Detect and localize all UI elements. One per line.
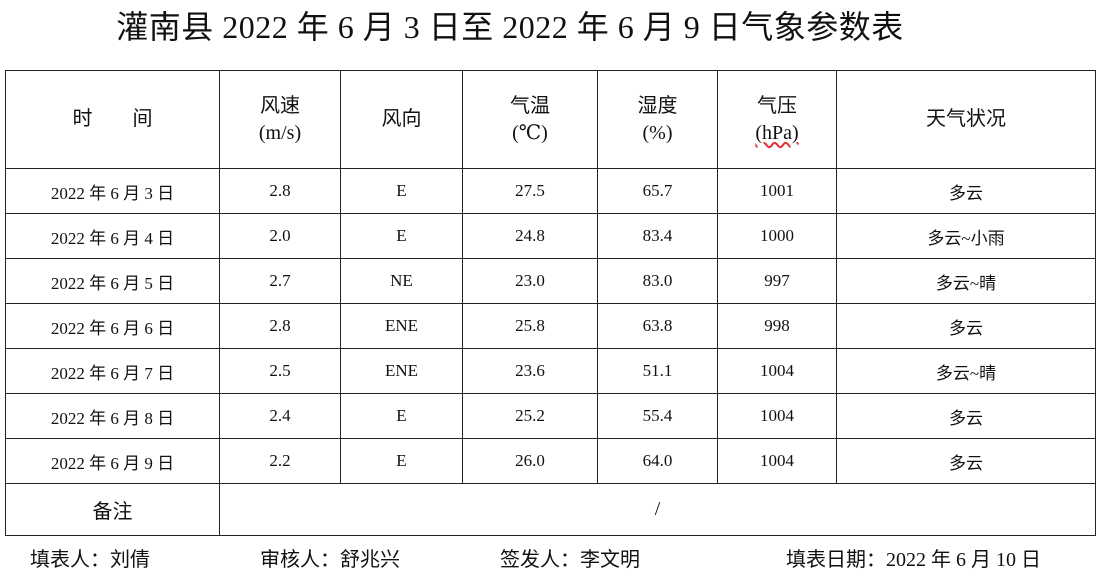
data-cell: 2.8	[219, 168, 341, 214]
header-cell: 天气状况	[836, 70, 1096, 169]
header-text: 时 间	[72, 108, 153, 130]
data-cell: 23.0	[462, 258, 598, 304]
footer-text: 审核人：舒兆兴	[260, 549, 400, 571]
header-text: 气温	[510, 94, 550, 117]
header-cell: 风速 (m/s)	[219, 70, 341, 169]
header-text: (m/s)	[258, 121, 302, 144]
data-cell: 63.8	[597, 303, 718, 349]
data-cell: 多云~晴	[836, 348, 1096, 394]
data-row: 2022 年 6 月 6 日 2.8 ENE 25.8 63.8 998 多云	[5, 303, 1096, 349]
data-cell: ENE	[340, 303, 463, 349]
header-text: 气压	[757, 94, 797, 117]
header-text: 天气状况	[926, 108, 1006, 130]
data-cell: 83.4	[597, 213, 718, 259]
data-cell: NE	[340, 258, 463, 304]
remark-label: 备注	[5, 483, 220, 536]
data-row: 2022 年 6 月 5 日 2.7 NE 23.0 83.0 997 多云~晴	[5, 258, 1096, 304]
data-cell: 1004	[717, 348, 837, 394]
header-row: 时 间 风速 (m/s) 风向 气温 (℃) 湿度 (%) 气压 (hPa) 天气状况	[5, 70, 1096, 169]
header-text: (℃)	[512, 121, 548, 144]
data-cell: E	[340, 438, 463, 484]
data-cell: 27.5	[462, 168, 598, 214]
header-text: (%)	[642, 121, 673, 144]
data-cell: E	[340, 213, 463, 259]
data-cell: 2.2	[219, 438, 341, 484]
data-cell: 2.5	[219, 348, 341, 394]
header-cell: 气温 (℃)	[462, 70, 598, 169]
data-cell: 2022 年 6 月 7 日	[5, 348, 220, 394]
footer-text: 填表人：刘倩	[30, 549, 150, 571]
data-cell: 1001	[717, 168, 837, 214]
data-cell: 997	[717, 258, 837, 304]
title: 灌南县 2022 年 6 月 3 日至 2022 年 6 月 9 日气象参数表	[116, 9, 904, 45]
data-cell: 24.8	[462, 213, 598, 259]
data-cell: 2022 年 6 月 3 日	[5, 168, 220, 214]
header-text: (hPa)	[755, 121, 799, 144]
data-cell: 25.8	[462, 303, 598, 349]
header-text: 湿度	[637, 94, 678, 117]
data-cell: 998	[717, 303, 837, 349]
data-cell: 51.1	[597, 348, 718, 394]
header-text: 风向	[381, 108, 422, 130]
header-cell: 湿度 (%)	[597, 70, 718, 169]
data-cell: 多云	[836, 168, 1096, 214]
remark-value: /	[219, 483, 1096, 536]
data-cell: 1000	[717, 213, 837, 259]
data-cell: 65.7	[597, 168, 718, 214]
data-cell: 2022 年 6 月 6 日	[5, 303, 220, 349]
data-cell: 1004	[717, 393, 837, 439]
data-cell: E	[340, 168, 463, 214]
header-text: 风速	[260, 94, 300, 117]
footer: 填表人：刘倩 审核人：舒兆兴 签发人：李文明 填表日期：2022 年 6 月 10 日	[0, 543, 1100, 575]
data-cell: 2.4	[219, 393, 341, 439]
data-cell: 1004	[717, 438, 837, 484]
data-cell: 26.0	[462, 438, 598, 484]
data-cell: 2.8	[219, 303, 341, 349]
data-cell: 2.7	[219, 258, 341, 304]
footer-text: 填表日期：2022 年 6 月 10 日	[786, 549, 1041, 571]
data-row: 2022 年 6 月 4 日 2.0 E 24.8 83.4 1000 多云~小雨	[5, 213, 1096, 259]
data-cell: 多云~晴	[836, 258, 1096, 304]
footer-text: 签发人：李文明	[500, 549, 640, 571]
header-cell: 时 间	[5, 70, 220, 169]
header-cell: 气压 (hPa)	[717, 70, 837, 169]
data-cell: ENE	[340, 348, 463, 394]
header-cell: 风向	[340, 70, 463, 169]
data-cell: 23.6	[462, 348, 598, 394]
data-cell: 64.0	[597, 438, 718, 484]
data-row: 2022 年 6 月 8 日 2.4 E 25.2 55.4 1004 多云	[5, 393, 1096, 439]
data-cell: 2022 年 6 月 8 日	[5, 393, 220, 439]
data-cell: 83.0	[597, 258, 718, 304]
data-row: 2022 年 6 月 7 日 2.5 ENE 23.6 51.1 1004 多云~晴	[5, 348, 1096, 394]
weather-table: 时 间 风速 (m/s) 风向 气温 (℃) 湿度 (%) 气压 (hPa) 天气状况 2022 年 …	[5, 70, 1096, 536]
data-row: 2022 年 6 月 3 日 2.8 E 27.5 65.7 1001 多云	[5, 168, 1096, 214]
data-cell: 2.0	[219, 213, 341, 259]
data-cell: E	[340, 393, 463, 439]
data-cell: 25.2	[462, 393, 598, 439]
data-cell: 多云	[836, 393, 1096, 439]
data-cell: 2022 年 6 月 9 日	[5, 438, 220, 484]
data-cell: 多云	[836, 438, 1096, 484]
data-cell: 2022 年 6 月 5 日	[5, 258, 220, 304]
data-cell: 多云	[836, 303, 1096, 349]
data-cell: 2022 年 6 月 4 日	[5, 213, 220, 259]
data-cell: 多云~小雨	[836, 213, 1096, 259]
remark-row: 备注 /	[5, 483, 1096, 536]
data-cell: 55.4	[597, 393, 718, 439]
data-row: 2022 年 6 月 9 日 2.2 E 26.0 64.0 1004 多云	[5, 438, 1096, 484]
